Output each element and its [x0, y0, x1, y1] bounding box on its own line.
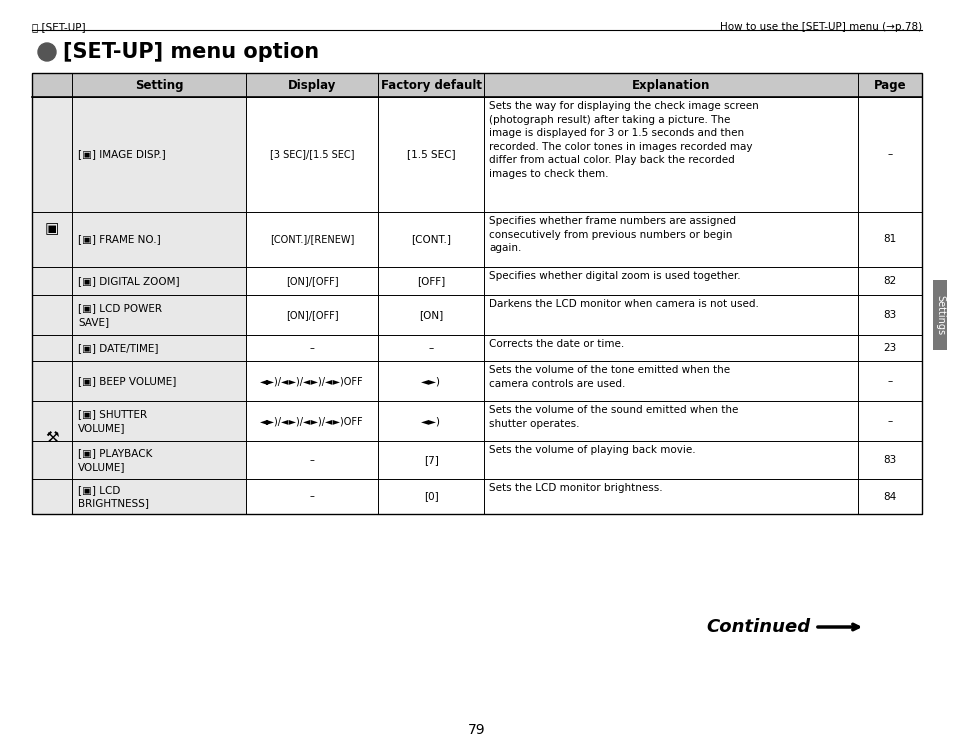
Text: [CONT.]: [CONT.] [411, 235, 451, 245]
Text: [▣] IMAGE DISP.]: [▣] IMAGE DISP.] [78, 149, 166, 159]
Bar [246, 267, 921, 295]
Bar [32, 73, 921, 97]
Bar [246, 97, 921, 212]
Text: Sets the LCD monitor brightness.: Sets the LCD monitor brightness. [489, 483, 662, 493]
Text: –: – [886, 416, 892, 426]
Text: [ON]/[OFF]: [ON]/[OFF] [286, 310, 338, 320]
Text: ◄►): ◄►) [420, 376, 440, 386]
Text: –: – [310, 492, 314, 501]
Bar [32, 267, 246, 295]
Text: [▣] BEEP VOLUME]: [▣] BEEP VOLUME] [78, 376, 176, 386]
Text: 81: 81 [882, 235, 896, 245]
Bar [246, 212, 921, 267]
Text: [▣] FRAME NO.]: [▣] FRAME NO.] [78, 235, 161, 245]
Text: [OFF]: [OFF] [416, 276, 445, 286]
Text: –: – [886, 376, 892, 386]
Bar [32, 335, 246, 361]
Text: 83: 83 [882, 455, 896, 465]
Text: [▣] LCD POWER
SAVE]: [▣] LCD POWER SAVE] [78, 304, 162, 327]
Text: [▣] SHUTTER
VOLUME]: [▣] SHUTTER VOLUME] [78, 409, 147, 433]
Text: [▣] DATE/TIME]: [▣] DATE/TIME] [78, 343, 158, 353]
Text: [0]: [0] [423, 492, 438, 501]
Bar [32, 401, 246, 441]
Text: –: – [428, 343, 434, 353]
Text: ◄►)/◄►)/◄►)/◄►)OFF: ◄►)/◄►)/◄►)/◄►)OFF [260, 376, 363, 386]
Text: [▣] LCD
BRIGHTNESS]: [▣] LCD BRIGHTNESS] [78, 485, 149, 508]
Text: Sets the volume of the sound emitted when the
shutter operates.: Sets the volume of the sound emitted whe… [489, 405, 738, 429]
Text: 79: 79 [468, 723, 485, 737]
Text: Specifies whether digital zoom is used together.: Specifies whether digital zoom is used t… [489, 271, 740, 281]
Text: [ON]/[OFF]: [ON]/[OFF] [286, 276, 338, 286]
Text: How to use the [SET-UP] menu (→p.78): How to use the [SET-UP] menu (→p.78) [720, 22, 921, 32]
Text: [ON]: [ON] [418, 310, 443, 320]
Bar [246, 335, 921, 361]
Bar [246, 479, 921, 514]
Text: [▣] DIGITAL ZOOM]: [▣] DIGITAL ZOOM] [78, 276, 179, 286]
Text: Sets the volume of the tone emitted when the
camera controls are used.: Sets the volume of the tone emitted when… [489, 365, 730, 389]
Bar [32, 97, 246, 212]
Bar [246, 361, 921, 401]
Text: Continued: Continued [705, 618, 809, 636]
Bar [32, 212, 246, 267]
Text: Page: Page [873, 79, 905, 91]
Text: ◄►)/◄►)/◄►)/◄►)OFF: ◄►)/◄►)/◄►)/◄►)OFF [260, 416, 363, 426]
Bar [32, 479, 246, 514]
Bar [246, 441, 921, 479]
Text: ▣: ▣ [45, 221, 59, 236]
Text: –: – [886, 149, 892, 159]
Bar [932, 280, 946, 350]
Bar [32, 361, 246, 401]
Text: Corrects the date or time.: Corrects the date or time. [489, 339, 624, 349]
Text: [3 SEC]/[1.5 SEC]: [3 SEC]/[1.5 SEC] [270, 149, 354, 159]
Text: Darkens the LCD monitor when camera is not used.: Darkens the LCD monitor when camera is n… [489, 299, 759, 309]
Text: 82: 82 [882, 276, 896, 286]
Bar [246, 295, 921, 335]
Text: [SET-UP] menu option: [SET-UP] menu option [63, 42, 319, 62]
Text: Display: Display [288, 79, 336, 91]
Text: [1.5 SEC]: [1.5 SEC] [406, 149, 455, 159]
Circle shape [38, 43, 56, 61]
Text: Factory default: Factory default [380, 79, 481, 91]
Text: Sets the way for displaying the check image screen
(photograph result) after tak: Sets the way for displaying the check im… [489, 101, 759, 179]
Text: –: – [310, 343, 314, 353]
Text: Settings: Settings [934, 295, 944, 335]
Bar [32, 441, 246, 479]
Text: 84: 84 [882, 492, 896, 501]
Text: ⓘ [SET-UP]: ⓘ [SET-UP] [32, 22, 86, 32]
Text: Setting: Setting [134, 79, 183, 91]
Text: Explanation: Explanation [632, 79, 710, 91]
Text: [7]: [7] [423, 455, 438, 465]
Text: [CONT.]/[RENEW]: [CONT.]/[RENEW] [270, 235, 354, 245]
Text: ◄►): ◄►) [420, 416, 440, 426]
Text: [▣] PLAYBACK
VOLUME]: [▣] PLAYBACK VOLUME] [78, 448, 152, 472]
Text: Sets the volume of playing back movie.: Sets the volume of playing back movie. [489, 445, 695, 455]
Bar [246, 401, 921, 441]
Bar [32, 295, 246, 335]
Bar [32, 73, 921, 514]
Text: 23: 23 [882, 343, 896, 353]
Text: Specifies whether frame numbers are assigned
consecutively from previous numbers: Specifies whether frame numbers are assi… [489, 216, 736, 253]
Text: ⚒: ⚒ [45, 430, 59, 445]
Text: 83: 83 [882, 310, 896, 320]
Text: –: – [310, 455, 314, 465]
